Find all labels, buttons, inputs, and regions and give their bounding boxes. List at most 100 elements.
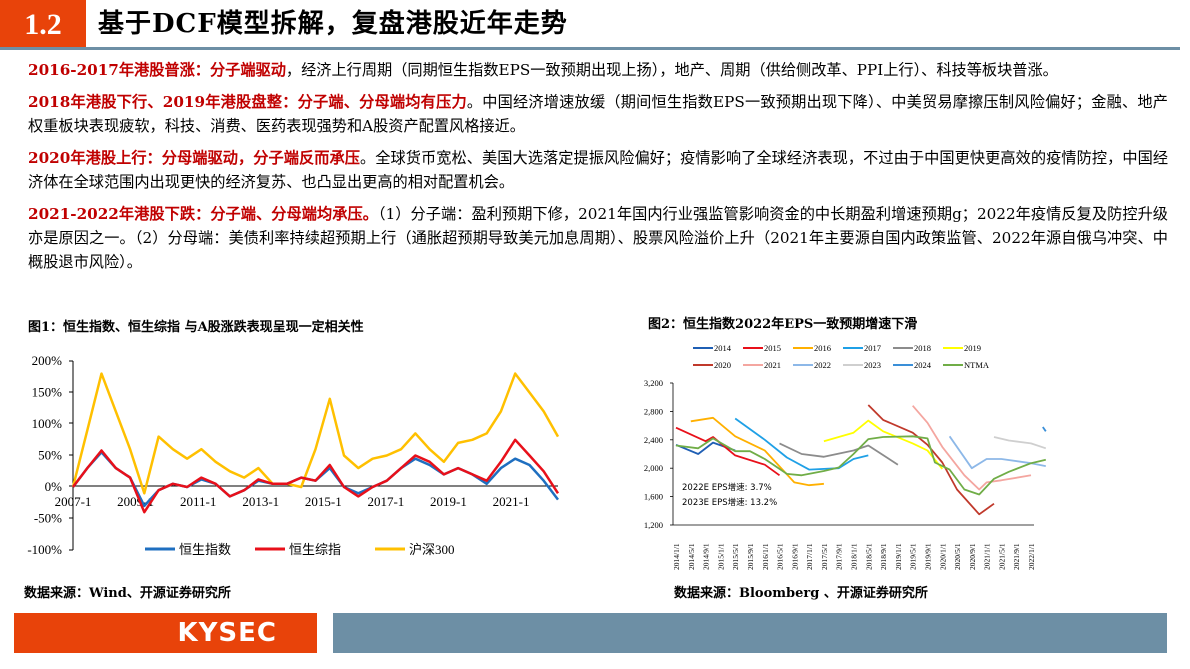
chart1-x-tick-labels: 2007-1 2009-1 2011-1 2013-1 2015-1 2017-1 2019… (55, 494, 530, 509)
figure1-title: 图1：恒生指数、恒生综指 与A股涨跌表现呈现一定相关性 (28, 320, 364, 335)
figure2-title: 图2：恒生指数2022年EPS一致预期增速下滑 (648, 317, 918, 332)
paragraph-2021-2022: 2021-2022年港股下跌：分子端、分母端均承压。（1）分子端：盈利预期下修，… (28, 202, 1168, 274)
x-tick-label: 2015/9/1 (746, 543, 755, 570)
y-tick-label: 1,200 (644, 520, 663, 530)
chart1-series-lines (71, 372, 560, 514)
paragraph-body: （1）分子端：盈利预期下修，2021年国内行业强监管影响资金的中长期盈利增速预期… (28, 205, 1168, 271)
paragraph-highlight: 2018年港股下行、2019年港股盘整：分子端、分母端均有压力 (28, 93, 467, 111)
x-tick-label: 2020/5/1 (953, 543, 962, 570)
figure2-line-chart: 2014 2015 2016 2017 2018 2019 2020 2021 2022 2023… (644, 343, 1047, 570)
chart2-annotation-2023e: 2023E EPS增速: 13.2% (682, 497, 777, 508)
legend-label: 2016 (814, 343, 831, 353)
figure1-line-chart: 200%150%100%50%0%-50%-100% 2007-1 2009-1 2… (27, 353, 560, 557)
x-tick-label: 2021/1/1 (983, 543, 992, 570)
body-text: 2016-2017年港股普涨：分子端驱动，经济上行周期（同期恒生指数EPS一致预… (28, 58, 1168, 282)
legend-label: 2024 (914, 360, 932, 370)
y-tick-label: 2,000 (644, 463, 663, 473)
paragraph-body: 。全球货币宽松、美国大选落定提振风险偏好；疫情影响了全球经济表现，不过由于中国更… (28, 149, 1168, 191)
x-tick-label: 2018/5/1 (864, 543, 873, 570)
x-tick-label: 2015/1/1 (716, 543, 725, 570)
section-header: 1.2 基于DCF模型拆解，复盘港股近年走势 (0, 0, 1190, 50)
series-line-2023 (993, 436, 1047, 450)
y-tick-label: 200% (32, 353, 63, 368)
legend-label: 2015 (764, 343, 781, 353)
legend-label: NTMA (964, 360, 990, 370)
header-rule (0, 47, 1180, 50)
chart1-y-tick-labels: 200% 150% 100% 50% 0% -50% -100% (27, 353, 62, 557)
section-number: 1.2 (0, 0, 86, 49)
legend-label: 2018 (914, 343, 931, 353)
y-tick-label: 2,400 (644, 435, 663, 445)
x-tick-label: 2021/5/1 (997, 543, 1006, 570)
legend-label: 2021 (764, 360, 781, 370)
chart2-y-tick-labels: 3,200 2,800 2,400 2,000 1,600 1,200 (644, 378, 673, 530)
legend-label: 恒生指数 (179, 542, 231, 557)
x-tick-label: 2016/9/1 (790, 543, 799, 570)
x-tick-label: 2015/5/1 (731, 543, 740, 570)
series-line-2018 (779, 442, 899, 466)
series-line-2015 (675, 426, 781, 477)
series-line-2019 (823, 419, 944, 470)
x-tick-label: 2021/9/1 (1012, 543, 1021, 570)
x-tick-label: 2014/1/1 (672, 543, 681, 570)
series-line-2024 (1042, 426, 1047, 432)
series-line-2 (71, 372, 560, 495)
paragraph-highlight: 2016-2017年港股普涨：分子端驱动 (28, 61, 286, 79)
series-line-2016 (690, 416, 824, 487)
paragraph-2018-2019: 2018年港股下行、2019年港股盘整：分子端、分母端均有压力。中国经济增速放缓… (28, 90, 1168, 138)
y-tick-label: 50% (38, 448, 62, 463)
chart2-legend: 2014 2015 2016 2017 2018 2019 2020 2021 2022 2023… (693, 343, 990, 370)
x-tick-label: 2013-1 (242, 494, 279, 509)
y-tick-label: 3,200 (644, 378, 663, 388)
series-line-2017 (734, 417, 869, 471)
x-tick-label: 2015-1 (305, 494, 342, 509)
chart2-x-tick-labels: 2014/1/1 2014/5/1 2014/9/1 2015/1/1 2015/5/1… (672, 543, 1036, 570)
chart2-annotation-2022e: 2022E EPS增速: 3.7% (682, 482, 772, 493)
x-tick-label: 2018/9/1 (879, 543, 888, 570)
y-tick-label: 2,800 (644, 406, 663, 416)
paragraph-2020: 2020年港股上行：分母端驱动，分子端反而承压。全球货币宽松、美国大选落定提振风… (28, 146, 1168, 194)
paragraph-2016-2017: 2016-2017年港股普涨：分子端驱动，经济上行周期（同期恒生指数EPS一致预… (28, 58, 1168, 82)
legend-label: 沪深300 (409, 542, 455, 557)
x-tick-label: 2016/5/1 (776, 543, 785, 570)
legend-label: 恒生综指 (289, 542, 341, 557)
chart2-axes (672, 383, 1034, 526)
x-tick-label: 2017/5/1 (820, 543, 829, 570)
y-tick-label: -50% (34, 511, 62, 526)
series-line-NTMA (675, 435, 1047, 496)
x-tick-label: 2007-1 (55, 494, 92, 509)
paragraph-body: ，经济上行周期（同期恒生指数EPS一致预期出现上扬），地产、周期（供给侧改革、P… (285, 61, 1058, 79)
x-tick-label: 2018/1/1 (850, 543, 859, 570)
x-tick-label: 2019/9/1 (923, 543, 932, 570)
series-line-2020 (867, 404, 995, 516)
x-tick-label: 2020/9/1 (968, 543, 977, 570)
y-tick-label: -100% (27, 542, 62, 557)
x-tick-label: 2017/1/1 (805, 543, 814, 570)
paragraph-highlight: 2021-2022年港股下跌：分子端、分母端均承压。 (28, 205, 378, 223)
x-tick-label: 2014/9/1 (702, 543, 711, 570)
legend-label: 2022 (814, 360, 831, 370)
x-tick-label: 2017-1 (367, 494, 404, 509)
x-tick-label: 2021-1 (493, 494, 530, 509)
x-tick-label: 2019/5/1 (909, 543, 918, 570)
chart1-legend: 恒生指数 恒生综指 沪深300 (145, 542, 455, 557)
x-tick-label: 2017/9/1 (835, 543, 844, 570)
footer-bar (333, 613, 1167, 653)
figure2-source: 数据来源：Bloomberg 、开源证券研究所 (674, 586, 928, 601)
x-tick-label: 2022/1/1 (1027, 543, 1036, 570)
legend-label: 2023 (864, 360, 881, 370)
series-line-2022 (948, 435, 1046, 470)
x-tick-label: 2011-1 (180, 494, 216, 509)
series-line-2021 (912, 405, 1032, 491)
x-tick-label: 2016/1/1 (761, 543, 770, 570)
x-tick-label: 2019-1 (430, 494, 467, 509)
paragraph-highlight: 2020年港股上行：分母端驱动，分子端反而承压 (28, 149, 361, 167)
x-tick-label: 2020/1/1 (938, 543, 947, 570)
kysec-logo: KYSEC (14, 613, 317, 653)
legend-label: 2017 (864, 343, 881, 353)
x-tick-label: 2019/1/1 (894, 543, 903, 570)
y-tick-label: 1,600 (644, 492, 663, 502)
y-tick-label: 100% (32, 416, 63, 431)
x-tick-label: 2014/5/1 (687, 543, 696, 570)
paragraph-body: 。中国经济增速放缓（期间恒生指数EPS一致预期出现下降）、中美贸易摩擦压制风险偏… (28, 93, 1168, 135)
